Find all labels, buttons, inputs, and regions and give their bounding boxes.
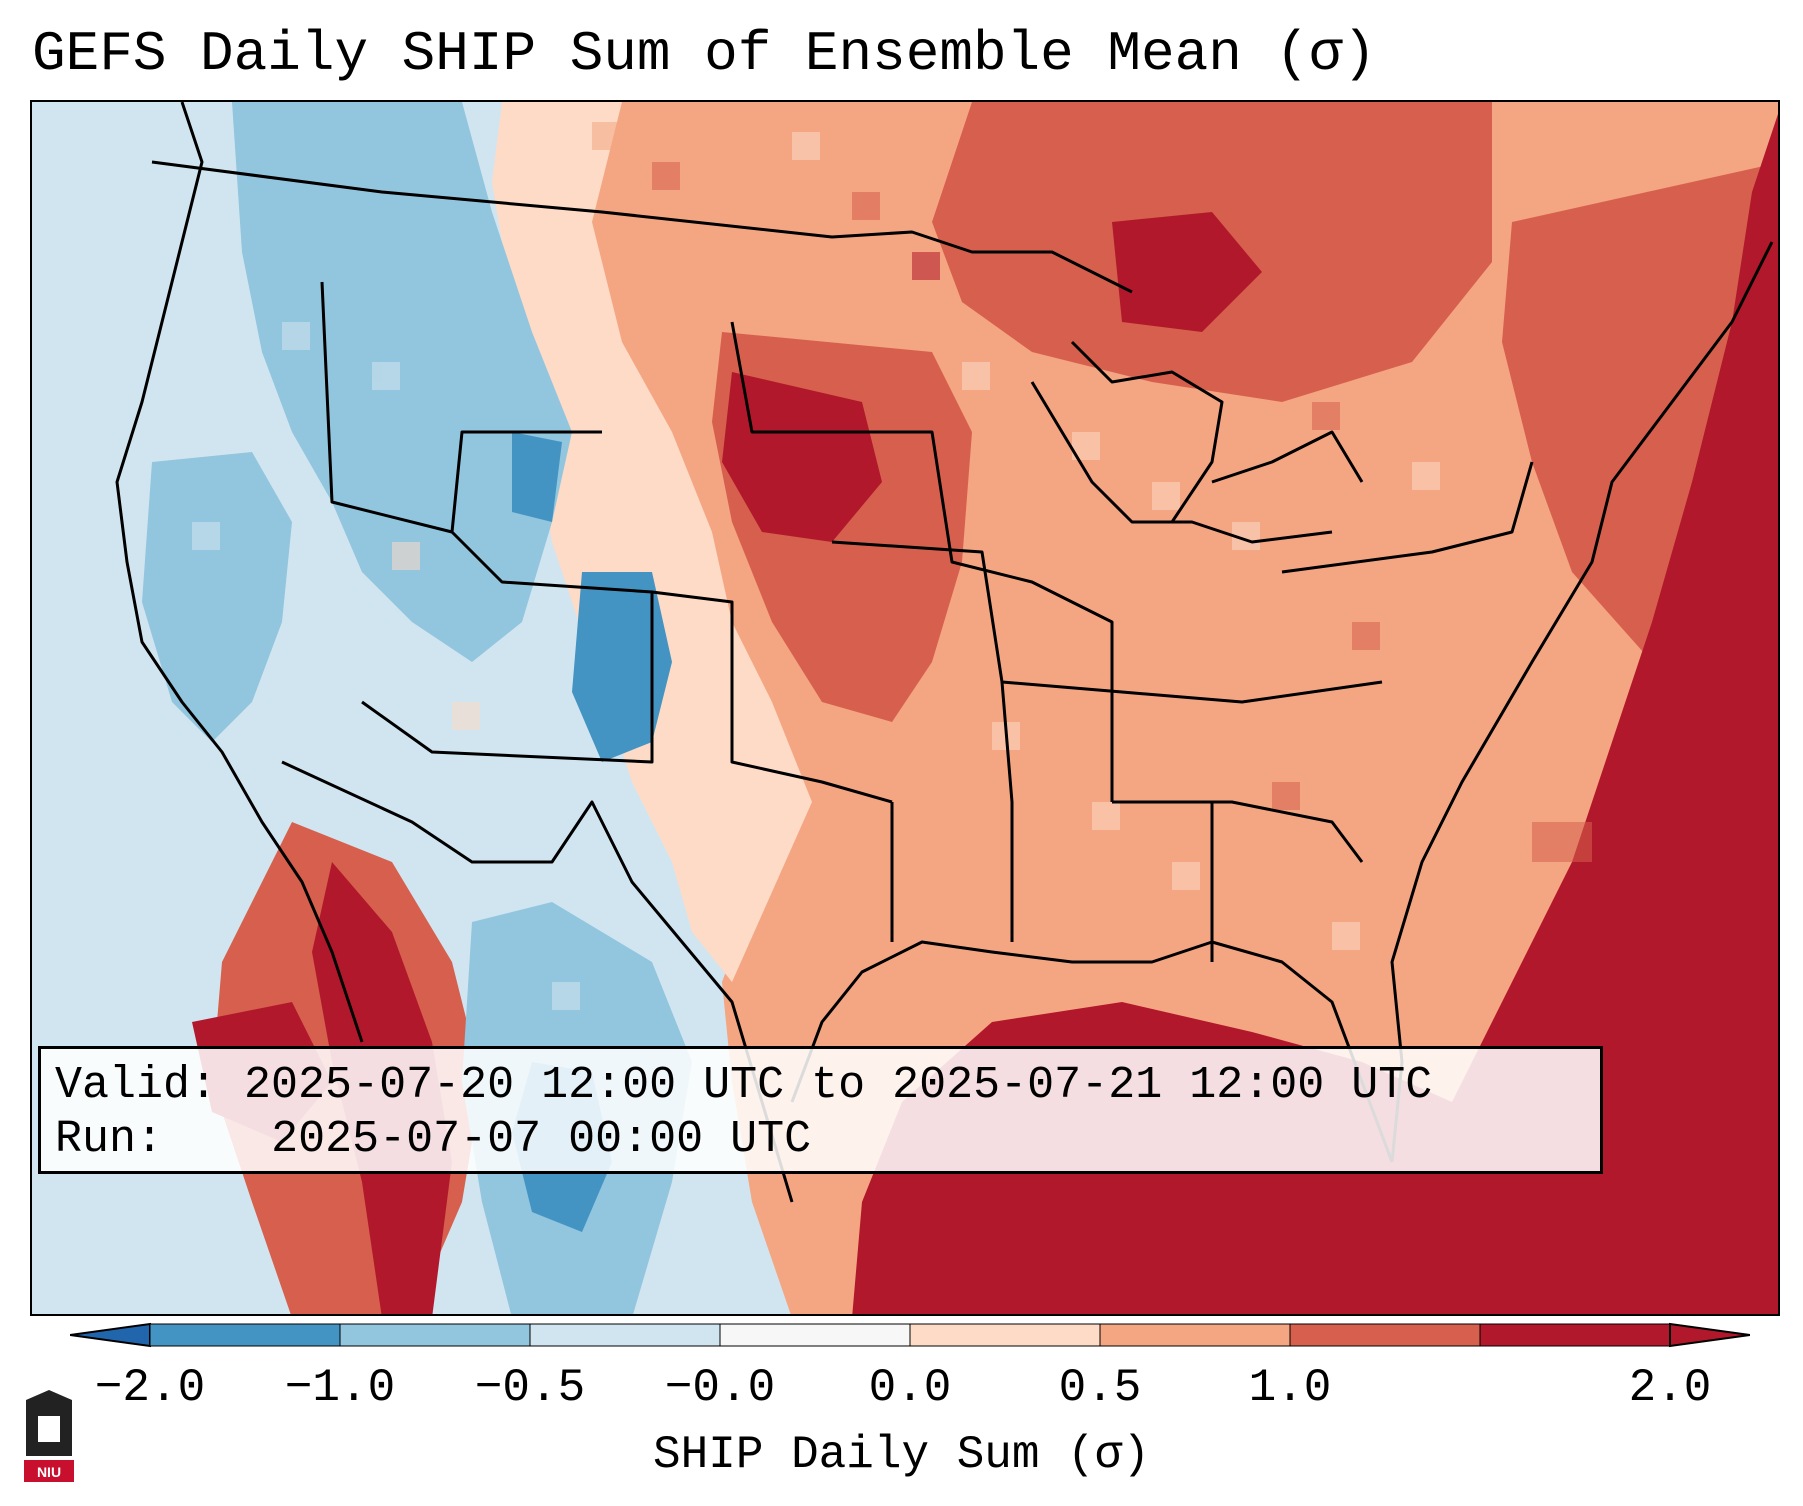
colorbar-segment: [719, 1323, 911, 1347]
cool-northwest: [232, 102, 572, 662]
colorbar-tick-label: 1.0: [1248, 1362, 1332, 1414]
logo-window: [38, 1416, 60, 1442]
state-line-c: [651, 590, 893, 804]
colorbar-segments: [149, 1323, 1671, 1347]
warm-max-kansas: [722, 372, 882, 542]
cool-colorado-core: [572, 572, 672, 762]
map-title: GEFS Daily SHIP Sum of Ensemble Mean (σ): [32, 22, 1377, 86]
state-line-g: [1112, 800, 1364, 863]
valid-run-info: Valid: 2025-07-20 12:00 UTC to 2025-07-2…: [38, 1046, 1603, 1174]
colorbar-segment: [1289, 1323, 1481, 1347]
colorbar-label: SHIP Daily Sum (σ): [653, 1429, 1150, 1481]
gulf-coast: [790, 940, 1394, 1163]
colorbar-segment: [149, 1323, 341, 1347]
colorbar-segment: [1479, 1323, 1671, 1347]
valid-value: 2025-07-20 12:00 UTC to 2025-07-21 12:00…: [244, 1060, 1433, 1111]
run-label: Run:: [55, 1114, 164, 1165]
valid-label: Valid:: [55, 1060, 218, 1111]
colorbar: [70, 1322, 1750, 1348]
warm-max-great-lakes: [1112, 212, 1262, 332]
run-row: Run: 2025-07-07 00:00 UTC: [55, 1113, 1586, 1167]
state-line-h: [1281, 461, 1534, 574]
colorbar-segment: [339, 1323, 531, 1347]
colorbar-tick-label: 0.5: [1058, 1362, 1142, 1414]
great-lakes: [1070, 340, 1364, 523]
logo-roof: [26, 1390, 72, 1400]
colorbar-extend-low: [70, 1322, 151, 1348]
state-line-b: [361, 530, 654, 764]
colorbar-segment: [909, 1323, 1101, 1347]
colorbar-tick-label: 0.0: [868, 1362, 952, 1414]
colorbar-tick-label: −2.0: [94, 1362, 206, 1414]
state-line-d: [730, 321, 1114, 802]
colorbar-tick-label: 2.0: [1628, 1362, 1712, 1414]
colorbar-tick-label: −0.0: [664, 1362, 776, 1414]
colorbar-segment: [529, 1323, 721, 1347]
us-canada-border: [151, 160, 1133, 294]
logo-badge: [24, 1460, 74, 1482]
atlantic-coast: [1390, 241, 1774, 1163]
us-west-coast: [115, 102, 364, 1043]
colorbar-extend-high: [1669, 1322, 1750, 1348]
niu-logo: NIU: [24, 1390, 74, 1482]
map-outlines: [115, 102, 1774, 1203]
colorbar-tick-label: −1.0: [284, 1362, 396, 1414]
cool-idaho-core: [512, 432, 562, 522]
colorbar-tick-label: −0.5: [474, 1362, 586, 1414]
cool-great-basin: [142, 452, 292, 742]
state-line-e: [831, 540, 1383, 704]
warm-max-atlantic: [1412, 114, 1778, 1314]
valid-row: Valid: 2025-07-20 12:00 UTC to 2025-07-2…: [55, 1059, 1586, 1113]
run-value: 2025-07-07 00:00 UTC: [271, 1114, 812, 1165]
state-line-i: [890, 681, 1214, 962]
state-line-f: [1030, 381, 1333, 544]
logo-text: NIU: [37, 1464, 61, 1480]
colorbar-segment: [1099, 1323, 1291, 1347]
